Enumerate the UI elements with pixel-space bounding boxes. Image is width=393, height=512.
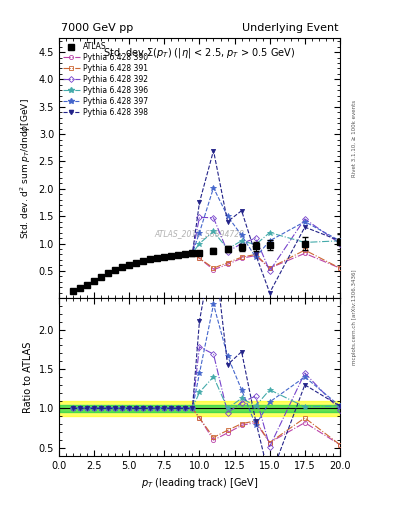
Y-axis label: Std. dev. d$^2$ sum $p_T$/dnd$\phi$[GeV]: Std. dev. d$^2$ sum $p_T$/dnd$\phi$[GeV] bbox=[18, 98, 33, 239]
Bar bbox=[59, 400, 340, 416]
Legend: ATLAS, Pythia 6.428 390, Pythia 6.428 391, Pythia 6.428 392, Pythia 6.428 396, P: ATLAS, Pythia 6.428 390, Pythia 6.428 39… bbox=[61, 40, 149, 118]
Text: 7000 GeV pp: 7000 GeV pp bbox=[61, 23, 133, 33]
Text: Std. dev.$\Sigma(p_T)$ ($|\eta|$ < 2.5, $p_T$ > 0.5 GeV): Std. dev.$\Sigma(p_T)$ ($|\eta|$ < 2.5, … bbox=[103, 46, 296, 60]
Text: ATLAS_2010_S8894728: ATLAS_2010_S8894728 bbox=[154, 229, 244, 238]
X-axis label: $p_T$ (leading track) [GeV]: $p_T$ (leading track) [GeV] bbox=[141, 476, 258, 490]
Text: Underlying Event: Underlying Event bbox=[242, 23, 339, 33]
Text: mcplots.cern.ch [arXiv:1306.3436]: mcplots.cern.ch [arXiv:1306.3436] bbox=[352, 270, 357, 365]
Y-axis label: Ratio to ATLAS: Ratio to ATLAS bbox=[23, 342, 33, 413]
Text: Rivet 3.1.10, ≥ 100k events: Rivet 3.1.10, ≥ 100k events bbox=[352, 100, 357, 177]
Bar bbox=[59, 404, 340, 412]
